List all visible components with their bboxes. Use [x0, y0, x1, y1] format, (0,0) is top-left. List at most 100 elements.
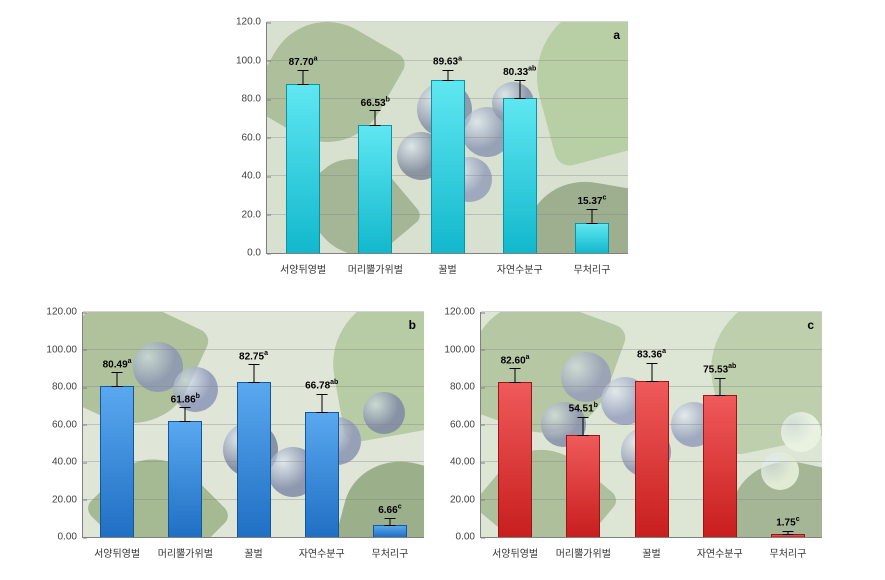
error-bar [253, 364, 254, 383]
bar-value-label: 15.37c [577, 195, 606, 207]
bar: 87.70a [286, 84, 320, 253]
bar-value-label: 83.36a [637, 349, 666, 361]
bar-value-label: 87.70a [289, 55, 318, 67]
bar-value-label: 66.53b [361, 96, 390, 108]
bar: 6.66c [373, 525, 407, 537]
bar: 83.36a [635, 381, 669, 537]
error-bar [389, 518, 390, 526]
panel-tag: b [409, 318, 416, 332]
y-tick: 20.00 [52, 494, 83, 505]
y-tick: 60.0 [242, 132, 267, 143]
bar-slot: 66.53b [339, 22, 411, 253]
y-tick: 0.00 [58, 532, 83, 543]
x-label: 서양뒤영벌 [267, 261, 339, 276]
bar-slot: 61.86b [151, 312, 219, 537]
bars-container: 82.60a 54.51b 83.36a 75.53ab 1.75c [481, 312, 822, 537]
bar-slot: 15.37c [556, 22, 628, 253]
y-tick: 80.00 [52, 382, 83, 393]
bar: 66.53b [358, 125, 392, 253]
bar-value-label: 66.78ab [305, 380, 338, 392]
bar-slot: 89.63a [411, 22, 483, 253]
y-tick: 100.00 [46, 344, 83, 355]
y-tick: 0.0 [247, 248, 267, 259]
x-labels: 서양뒤영벌머리뿔가위벌꿀벌자연수분구무처리구 [83, 545, 424, 560]
error-bar [719, 378, 720, 397]
bar-value-label: 54.51b [569, 403, 598, 415]
x-label: 자연수분구 [288, 545, 356, 560]
bar-value-label: 80.49a [103, 358, 132, 370]
x-label: 서양뒤영벌 [481, 545, 549, 560]
plot-area: 0.0020.0040.0060.0080.00100.00120.0082.6… [480, 312, 822, 538]
x-label: 자연수분구 [686, 545, 754, 560]
error-bar [591, 209, 592, 224]
y-tick: 100.00 [444, 344, 481, 355]
panel-tag: a [613, 28, 620, 42]
bar-slot: 80.49a [83, 312, 151, 537]
x-label: 머리뿔가위벌 [151, 545, 219, 560]
bar-value-label: 75.53ab [703, 363, 736, 375]
bar: 1.75c [771, 534, 805, 537]
error-bar [303, 70, 304, 85]
x-label: 무처리구 [356, 545, 424, 560]
error-bar [375, 110, 376, 125]
bar: 82.60a [498, 382, 532, 537]
bars-container: 87.70a 66.53b 89.63a 80.33ab 15.37c [267, 22, 628, 253]
chart-panel-b: 0.0020.0040.0060.0080.00100.00120.0080.4… [30, 300, 430, 570]
plot-area: 0.0020.0040.0060.0080.00100.00120.0080.4… [82, 312, 424, 538]
bar-value-label: 61.86b [171, 393, 200, 405]
bar-slot: 82.75a [219, 312, 287, 537]
bar-value-label: 1.75c [776, 517, 799, 529]
error-bar [583, 417, 584, 436]
y-tick: 20.0 [242, 209, 267, 220]
bar: 82.75a [237, 382, 271, 537]
chart-panel-c: 0.0020.0040.0060.0080.00100.00120.0082.6… [428, 300, 828, 570]
bar-slot: 54.51b [549, 312, 617, 537]
error-bar [515, 368, 516, 383]
x-label: 서양뒤영벌 [83, 545, 151, 560]
y-tick: 40.00 [52, 457, 83, 468]
bar: 80.49a [100, 386, 134, 537]
bar: 75.53ab [703, 395, 737, 537]
y-tick: 0.00 [456, 532, 481, 543]
y-tick: 40.00 [450, 457, 481, 468]
bar: 89.63a [431, 80, 465, 253]
plot-area: 0.020.040.060.080.0100.0120.087.70a66.53… [266, 22, 628, 254]
x-label: 꿀벌 [219, 545, 287, 560]
bar: 15.37c [575, 223, 609, 253]
error-bar [117, 372, 118, 387]
x-label: 머리뿔가위벌 [339, 261, 411, 276]
y-tick: 80.00 [450, 382, 481, 393]
bar: 61.86b [168, 421, 202, 537]
bar-slot: 80.33ab [484, 22, 556, 253]
bar: 54.51b [566, 435, 600, 537]
bar-slot: 83.36a [617, 312, 685, 537]
error-bar [321, 394, 322, 413]
y-tick: 60.00 [450, 419, 481, 430]
bar-value-label: 6.66c [378, 504, 401, 516]
error-bar [519, 80, 520, 99]
x-label: 무처리구 [556, 261, 628, 276]
error-bar [185, 407, 186, 422]
bar-slot: 66.78ab [288, 312, 356, 537]
bar-value-label: 89.63a [433, 56, 462, 68]
y-tick: 120.0 [236, 17, 267, 28]
x-label: 꿀벌 [411, 261, 483, 276]
bar-slot: 75.53ab [686, 312, 754, 537]
error-bar [447, 70, 448, 82]
y-tick: 120.00 [46, 307, 83, 318]
bar-value-label: 80.33ab [503, 66, 536, 78]
panel-tag: c [807, 318, 814, 332]
bar-slot: 6.66c [356, 312, 424, 537]
bar-slot: 1.75c [754, 312, 822, 537]
x-label: 무처리구 [754, 545, 822, 560]
y-tick: 100.0 [236, 55, 267, 66]
y-tick: 60.00 [52, 419, 83, 430]
bar: 80.33ab [503, 98, 537, 253]
error-bar [651, 363, 652, 382]
bars-container: 80.49a 61.86b 82.75a 66.78ab 6.66c [83, 312, 424, 537]
x-label: 머리뿔가위벌 [549, 545, 617, 560]
bar: 66.78ab [305, 412, 339, 537]
x-labels: 서양뒤영벌머리뿔가위벌꿀벌자연수분구무처리구 [481, 545, 822, 560]
x-label: 꿀벌 [617, 545, 685, 560]
bar-slot: 87.70a [267, 22, 339, 253]
